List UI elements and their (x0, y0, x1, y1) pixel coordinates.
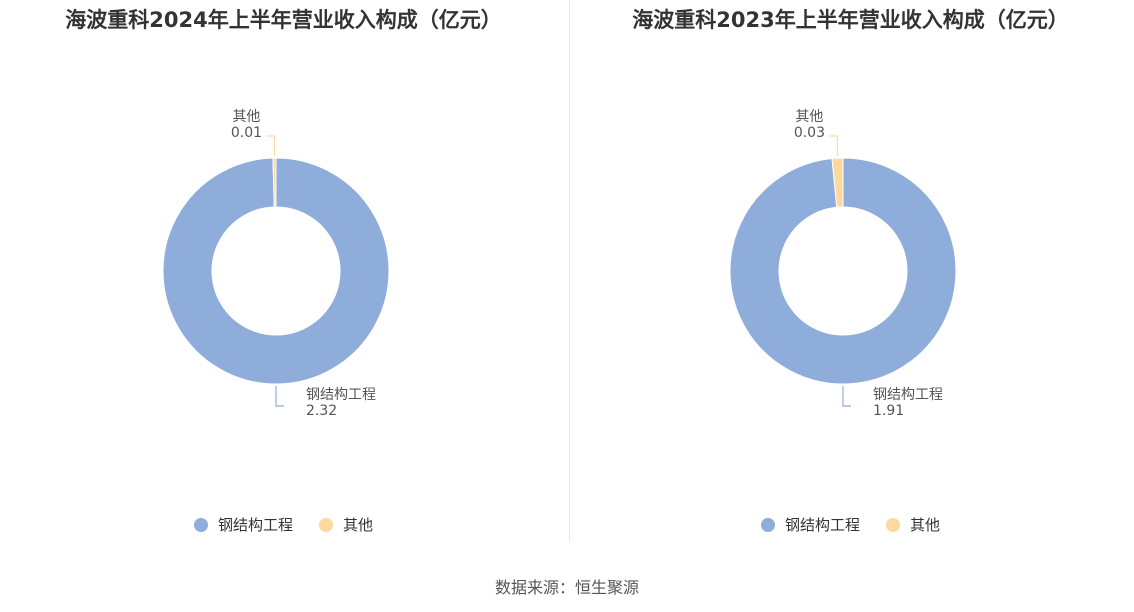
chart-title: 海波重科2023年上半年营业收入构成（亿元） (632, 8, 1069, 32)
label-value-other: 0.03 (794, 125, 825, 141)
data-source: 数据来源：恒生聚源 (494, 578, 639, 597)
legend: 钢结构工程 其他 (567, 514, 1134, 535)
slice-main[interactable] (162, 157, 390, 385)
legend: 钢结构工程 其他 (0, 514, 567, 535)
chart-title: 海波重科2024年上半年营业收入构成（亿元） (65, 8, 502, 32)
legend-item-main[interactable]: 钢结构工程 (760, 514, 860, 535)
chart-panel-2024: 海波重科2024年上半年营业收入构成（亿元） 钢结构工程 2.32 其他 0.01 钢… (0, 0, 567, 545)
label-name-main: 钢结构工程 (873, 387, 943, 403)
legend-dot-other (319, 517, 333, 532)
legend-dot-other (886, 517, 900, 532)
legend-item-main[interactable]: 钢结构工程 (193, 514, 293, 535)
slice-main[interactable] (729, 157, 957, 385)
chart-panel-2023: 海波重科2023年上半年营业收入构成（亿元） 钢结构工程 1.91 其他 0.03 钢… (567, 0, 1134, 545)
leader-line-main (842, 386, 851, 407)
panel-divider (569, 0, 570, 542)
legend-label-main: 钢结构工程 (217, 516, 293, 534)
label-name-other: 其他 (232, 109, 260, 125)
legend-dot-main (760, 517, 775, 532)
legend-label-other: 其他 (343, 516, 374, 534)
legend-label-main: 钢结构工程 (784, 516, 860, 534)
slice-other[interactable] (831, 157, 844, 208)
legend-dot-main (193, 517, 208, 532)
legend-item-other[interactable]: 其他 (319, 514, 373, 535)
legend-label-other: 其他 (910, 516, 941, 534)
leader-line-main (275, 386, 284, 407)
legend-item-other[interactable]: 其他 (886, 514, 940, 535)
label-value-main: 1.91 (873, 403, 904, 419)
leader-line-other (266, 135, 276, 157)
label-value-other: 0.01 (231, 125, 262, 141)
label-name-other: 其他 (795, 109, 823, 125)
label-name-main: 钢结构工程 (306, 387, 376, 403)
label-value-main: 2.32 (306, 403, 337, 419)
leader-line-other (829, 135, 839, 157)
slice-other[interactable] (272, 157, 277, 208)
